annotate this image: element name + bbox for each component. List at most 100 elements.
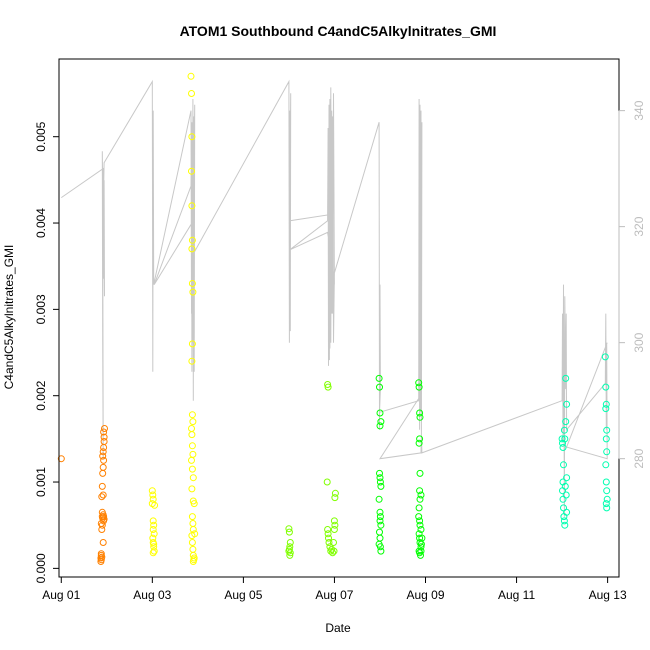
data-point (188, 280, 196, 287)
data-point (560, 426, 568, 434)
data-point (98, 553, 106, 561)
y-tick-label: 0.005 (34, 121, 48, 151)
data-point (415, 504, 423, 512)
data-point (330, 517, 338, 525)
data-point (100, 513, 108, 521)
data-point (330, 547, 338, 555)
data-point (376, 528, 383, 536)
data-point (149, 517, 157, 525)
data-point (188, 431, 196, 439)
data-point (330, 539, 337, 546)
y2-tick-label: 280 (632, 448, 646, 468)
data-point (563, 400, 571, 408)
data-point (602, 405, 610, 413)
data-point (416, 521, 424, 529)
data-point (376, 508, 384, 516)
data-point (376, 469, 383, 477)
data-point (190, 554, 198, 562)
data-point (562, 374, 570, 382)
data-point (418, 534, 426, 542)
data-point (416, 539, 424, 546)
data-point (558, 435, 566, 443)
data-point (376, 422, 384, 430)
data-point (98, 508, 106, 516)
data-point (187, 72, 195, 80)
data-point (188, 90, 195, 97)
data-point (98, 493, 106, 501)
data-point (189, 520, 197, 527)
data-point (375, 540, 383, 548)
data-point (149, 526, 157, 533)
data-point (189, 545, 197, 553)
x-tick-label: Aug 07 (315, 588, 353, 602)
plot-frame (58, 58, 620, 578)
data-point (323, 478, 331, 486)
data-point (189, 474, 197, 482)
data-point (191, 530, 199, 538)
data-point (331, 489, 339, 497)
data-point (100, 515, 108, 523)
data-point (603, 504, 611, 512)
data-point (324, 381, 332, 388)
data-point (99, 448, 107, 456)
y-tick-label: 0.002 (34, 380, 48, 410)
data-point (150, 547, 158, 555)
data-point (100, 433, 108, 441)
data-point (375, 495, 383, 503)
data-point (416, 409, 424, 417)
data-point (329, 549, 337, 557)
data-point (601, 353, 609, 361)
y-tick-label: 0.004 (34, 208, 48, 238)
data-point (415, 383, 423, 391)
data-point (602, 478, 610, 486)
data-point (561, 435, 569, 443)
data-point (149, 549, 157, 557)
data-point (331, 521, 339, 529)
data-point (100, 428, 108, 436)
data-point (416, 517, 424, 525)
x-tick-label: Aug 11 (498, 588, 535, 602)
data-point (285, 545, 293, 553)
data-point (286, 549, 294, 557)
points-layer (57, 72, 611, 565)
data-point (188, 245, 196, 253)
data-point (188, 539, 196, 546)
secondary-line-layer (61, 79, 608, 517)
y2-tick-label: 300 (632, 332, 646, 352)
data-point (325, 534, 332, 542)
data-point (188, 442, 196, 450)
data-point (188, 167, 195, 175)
data-point (376, 517, 384, 525)
data-point (99, 539, 107, 546)
data-point (561, 482, 569, 490)
data-point (188, 340, 196, 348)
data-point (188, 485, 196, 493)
data-point (560, 517, 568, 525)
data-point (415, 379, 423, 387)
data-point (188, 513, 196, 521)
data-point (151, 501, 159, 509)
data-point (189, 418, 197, 426)
data-point (100, 456, 108, 464)
x-tick-label: Aug 09 (406, 588, 444, 602)
data-point (416, 495, 424, 503)
data-point (188, 456, 195, 464)
data-point (150, 530, 158, 538)
data-point (285, 528, 293, 536)
data-point (603, 487, 611, 495)
y-tick-label: 0.001 (34, 467, 48, 497)
data-point (188, 357, 196, 365)
data-point (563, 508, 571, 516)
data-point (602, 383, 610, 391)
data-point (286, 539, 294, 546)
data-point (563, 474, 571, 482)
data-point (375, 374, 383, 382)
data-point (376, 513, 384, 521)
data-point (376, 409, 384, 417)
y2-tick-label: 320 (632, 216, 646, 236)
data-point (377, 418, 385, 426)
data-point (149, 491, 157, 499)
data-point (285, 525, 293, 533)
data-point (560, 461, 567, 469)
